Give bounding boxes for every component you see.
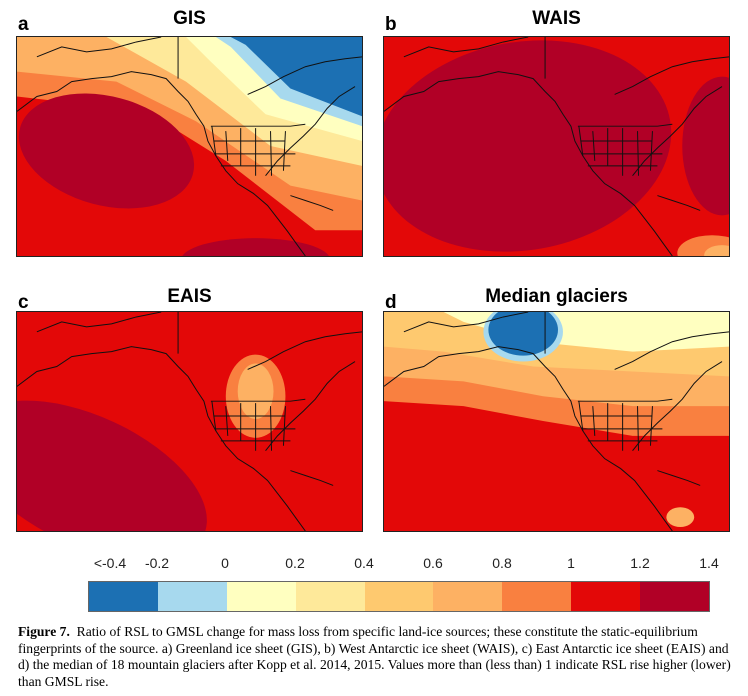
panel-letter-d: d <box>385 292 397 313</box>
colorbar-tick: 1 <box>567 555 575 571</box>
map-eais <box>16 311 363 532</box>
colorbar-tick: 0 <box>221 555 229 571</box>
panel-letter-c: c <box>18 292 29 313</box>
caption-label: Figure 7. <box>18 624 70 639</box>
colorbar-tick: -0.2 <box>144 555 170 571</box>
colorbar-bin-2 <box>226 582 296 611</box>
colorbar-tick: 0.4 <box>354 555 374 571</box>
colorbar-bin-6 <box>502 582 572 611</box>
colorbar-bin-3 <box>295 582 365 611</box>
panel-letter-a: a <box>18 14 29 35</box>
panel-letter-b: b <box>385 14 397 35</box>
figure-caption: Figure 7. Ratio of RSL to GMSL change fo… <box>18 624 738 690</box>
colorbar-bin-4 <box>364 582 434 611</box>
panel-title-gis: GIS <box>173 8 206 29</box>
colorbar-bin-5 <box>433 582 503 611</box>
caption-text: Ratio of RSL to GMSL change for mass los… <box>18 624 731 689</box>
map-gis <box>16 36 363 257</box>
colorbar <box>88 581 710 612</box>
colorbar-bin-1 <box>157 582 227 611</box>
map-wais <box>383 36 730 257</box>
colorbar-tick: 1.4 <box>699 555 719 571</box>
colorbar-bin-8 <box>640 582 710 611</box>
colorbar-tick: 1.2 <box>630 555 650 571</box>
colorbar-tick: 0.8 <box>492 555 512 571</box>
colorbar-tick: <-0.4 <box>93 555 127 571</box>
map-median-glaciers <box>383 311 730 532</box>
panel-title-median-glaciers: Median glaciers <box>485 286 628 307</box>
panel-title-eais: EAIS <box>167 286 212 307</box>
colorbar-tick: 0.2 <box>285 555 305 571</box>
colorbar-bin-7 <box>571 582 641 611</box>
colorbar-tick: 0.6 <box>423 555 443 571</box>
panel-title-wais: WAIS <box>532 8 581 29</box>
colorbar-bin-0 <box>89 582 158 611</box>
